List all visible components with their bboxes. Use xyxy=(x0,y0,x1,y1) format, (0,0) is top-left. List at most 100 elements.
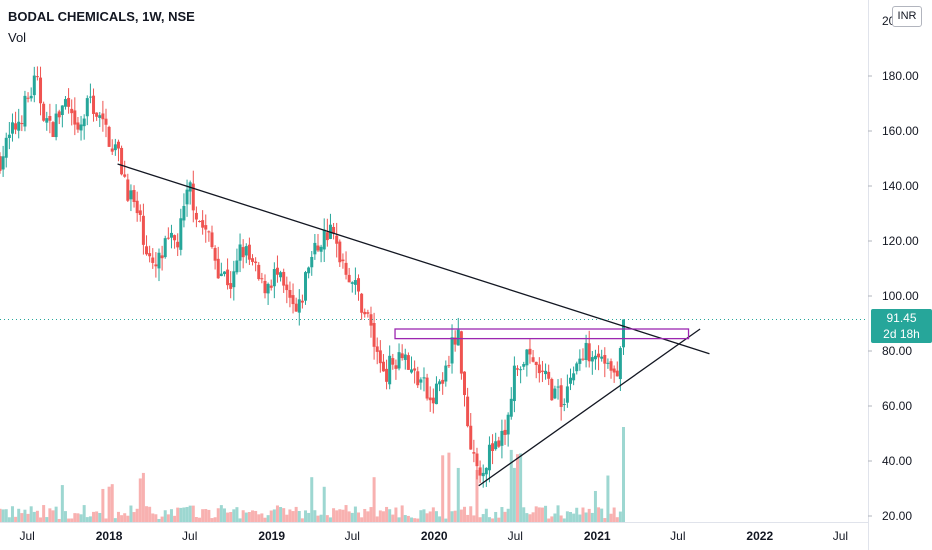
volume-bar xyxy=(459,509,463,522)
candle-body xyxy=(478,467,482,476)
candle-body xyxy=(325,232,329,241)
volume-bar xyxy=(23,509,27,522)
x-tick-label: Jul xyxy=(182,529,197,543)
volume-bar xyxy=(425,513,429,522)
volume-bar xyxy=(279,507,283,522)
candle-body xyxy=(235,260,239,273)
drawing-layer[interactable] xyxy=(0,163,868,487)
candle-body xyxy=(556,386,560,388)
candle-body xyxy=(441,379,445,384)
volume-bar xyxy=(188,505,192,522)
volume-bar xyxy=(304,510,308,522)
candle-body xyxy=(73,110,77,125)
volume-bar xyxy=(581,507,585,522)
candle-body xyxy=(391,358,395,365)
volume-bar xyxy=(565,511,569,522)
candle-body xyxy=(45,118,49,123)
candle-body xyxy=(60,105,64,115)
volume-bar xyxy=(494,511,498,522)
volume-bar xyxy=(263,517,267,522)
volume-bar xyxy=(540,507,544,522)
volume-bar xyxy=(226,512,230,522)
volume-bar xyxy=(319,514,323,522)
volume-bar xyxy=(201,509,205,522)
volume-bar xyxy=(138,478,142,522)
volume-bar xyxy=(235,507,239,522)
y-tick-label: 180.00 xyxy=(882,69,919,83)
candle-body xyxy=(157,252,161,269)
volume-bar xyxy=(272,509,276,522)
volume-bar xyxy=(484,508,488,522)
volume-bar xyxy=(176,507,180,522)
volume-bar xyxy=(232,509,236,522)
candle-body xyxy=(275,267,279,275)
candle-body xyxy=(565,386,569,403)
volume-bar xyxy=(519,453,523,522)
volume-bar xyxy=(300,518,304,522)
volume-bar xyxy=(338,509,342,522)
volume-bar xyxy=(593,490,597,522)
trendline xyxy=(117,163,710,355)
candle-body xyxy=(506,414,510,435)
volume-bar xyxy=(416,518,420,522)
volume-bar xyxy=(434,511,438,522)
candle-body xyxy=(191,183,195,211)
volume-legend[interactable]: Vol xyxy=(8,30,27,45)
volume-bar xyxy=(0,508,2,522)
candle-series xyxy=(0,66,625,488)
candle-body xyxy=(82,118,86,127)
candle-body xyxy=(194,212,198,220)
volume-bar xyxy=(344,505,348,522)
volume-bar xyxy=(266,515,270,522)
candle-body xyxy=(29,95,33,99)
candle-body xyxy=(472,452,476,454)
candle-body xyxy=(39,77,43,104)
y-tick-label: 40.00 xyxy=(882,454,912,468)
x-tick-label: 2022 xyxy=(746,529,773,543)
candle-body xyxy=(531,357,535,362)
candle-body xyxy=(226,269,230,286)
candle-body xyxy=(135,200,139,214)
volume-bar xyxy=(110,484,114,522)
candle-body xyxy=(419,379,423,383)
volume-bar xyxy=(353,506,357,522)
candle-body xyxy=(0,156,2,171)
volume-bar xyxy=(394,507,398,522)
currency-button[interactable]: INR xyxy=(892,6,922,27)
symbol-legend[interactable]: BODAL CHEMICALS, 1W, NSE xyxy=(8,9,195,24)
candle-body xyxy=(201,220,205,228)
volume-bar xyxy=(120,515,124,522)
volume-bar xyxy=(48,508,52,522)
volume-bar xyxy=(207,509,211,522)
candle-body xyxy=(204,225,208,230)
candle-body xyxy=(185,189,189,205)
candle-body xyxy=(260,278,264,280)
volume-bar xyxy=(20,513,24,522)
volume-bar xyxy=(503,511,507,522)
symbol-title[interactable]: BODAL CHEMICALS, 1W, NSE xyxy=(8,9,195,24)
volume-bar xyxy=(360,517,364,522)
volume-bar xyxy=(406,515,410,522)
x-tick-label: Jul xyxy=(833,529,848,543)
volume-bar xyxy=(194,517,198,522)
volume-bar xyxy=(35,510,39,522)
volume-bar xyxy=(92,511,96,522)
candle-body xyxy=(288,289,292,298)
candle-body xyxy=(369,314,373,326)
volume-bar xyxy=(559,515,563,522)
volume-bar xyxy=(388,509,392,522)
volume-bar xyxy=(85,517,89,522)
candle-body xyxy=(198,221,202,223)
volume-bar xyxy=(475,469,479,522)
candle-body xyxy=(406,355,410,370)
volume-bar xyxy=(10,506,14,522)
candle-body xyxy=(141,215,145,245)
candle-body xyxy=(338,241,342,263)
x-tick-label: 2020 xyxy=(421,529,448,543)
candle-body xyxy=(216,258,220,279)
volume-bar xyxy=(500,507,504,522)
volume-bar xyxy=(375,516,379,522)
candle-body xyxy=(257,264,261,280)
